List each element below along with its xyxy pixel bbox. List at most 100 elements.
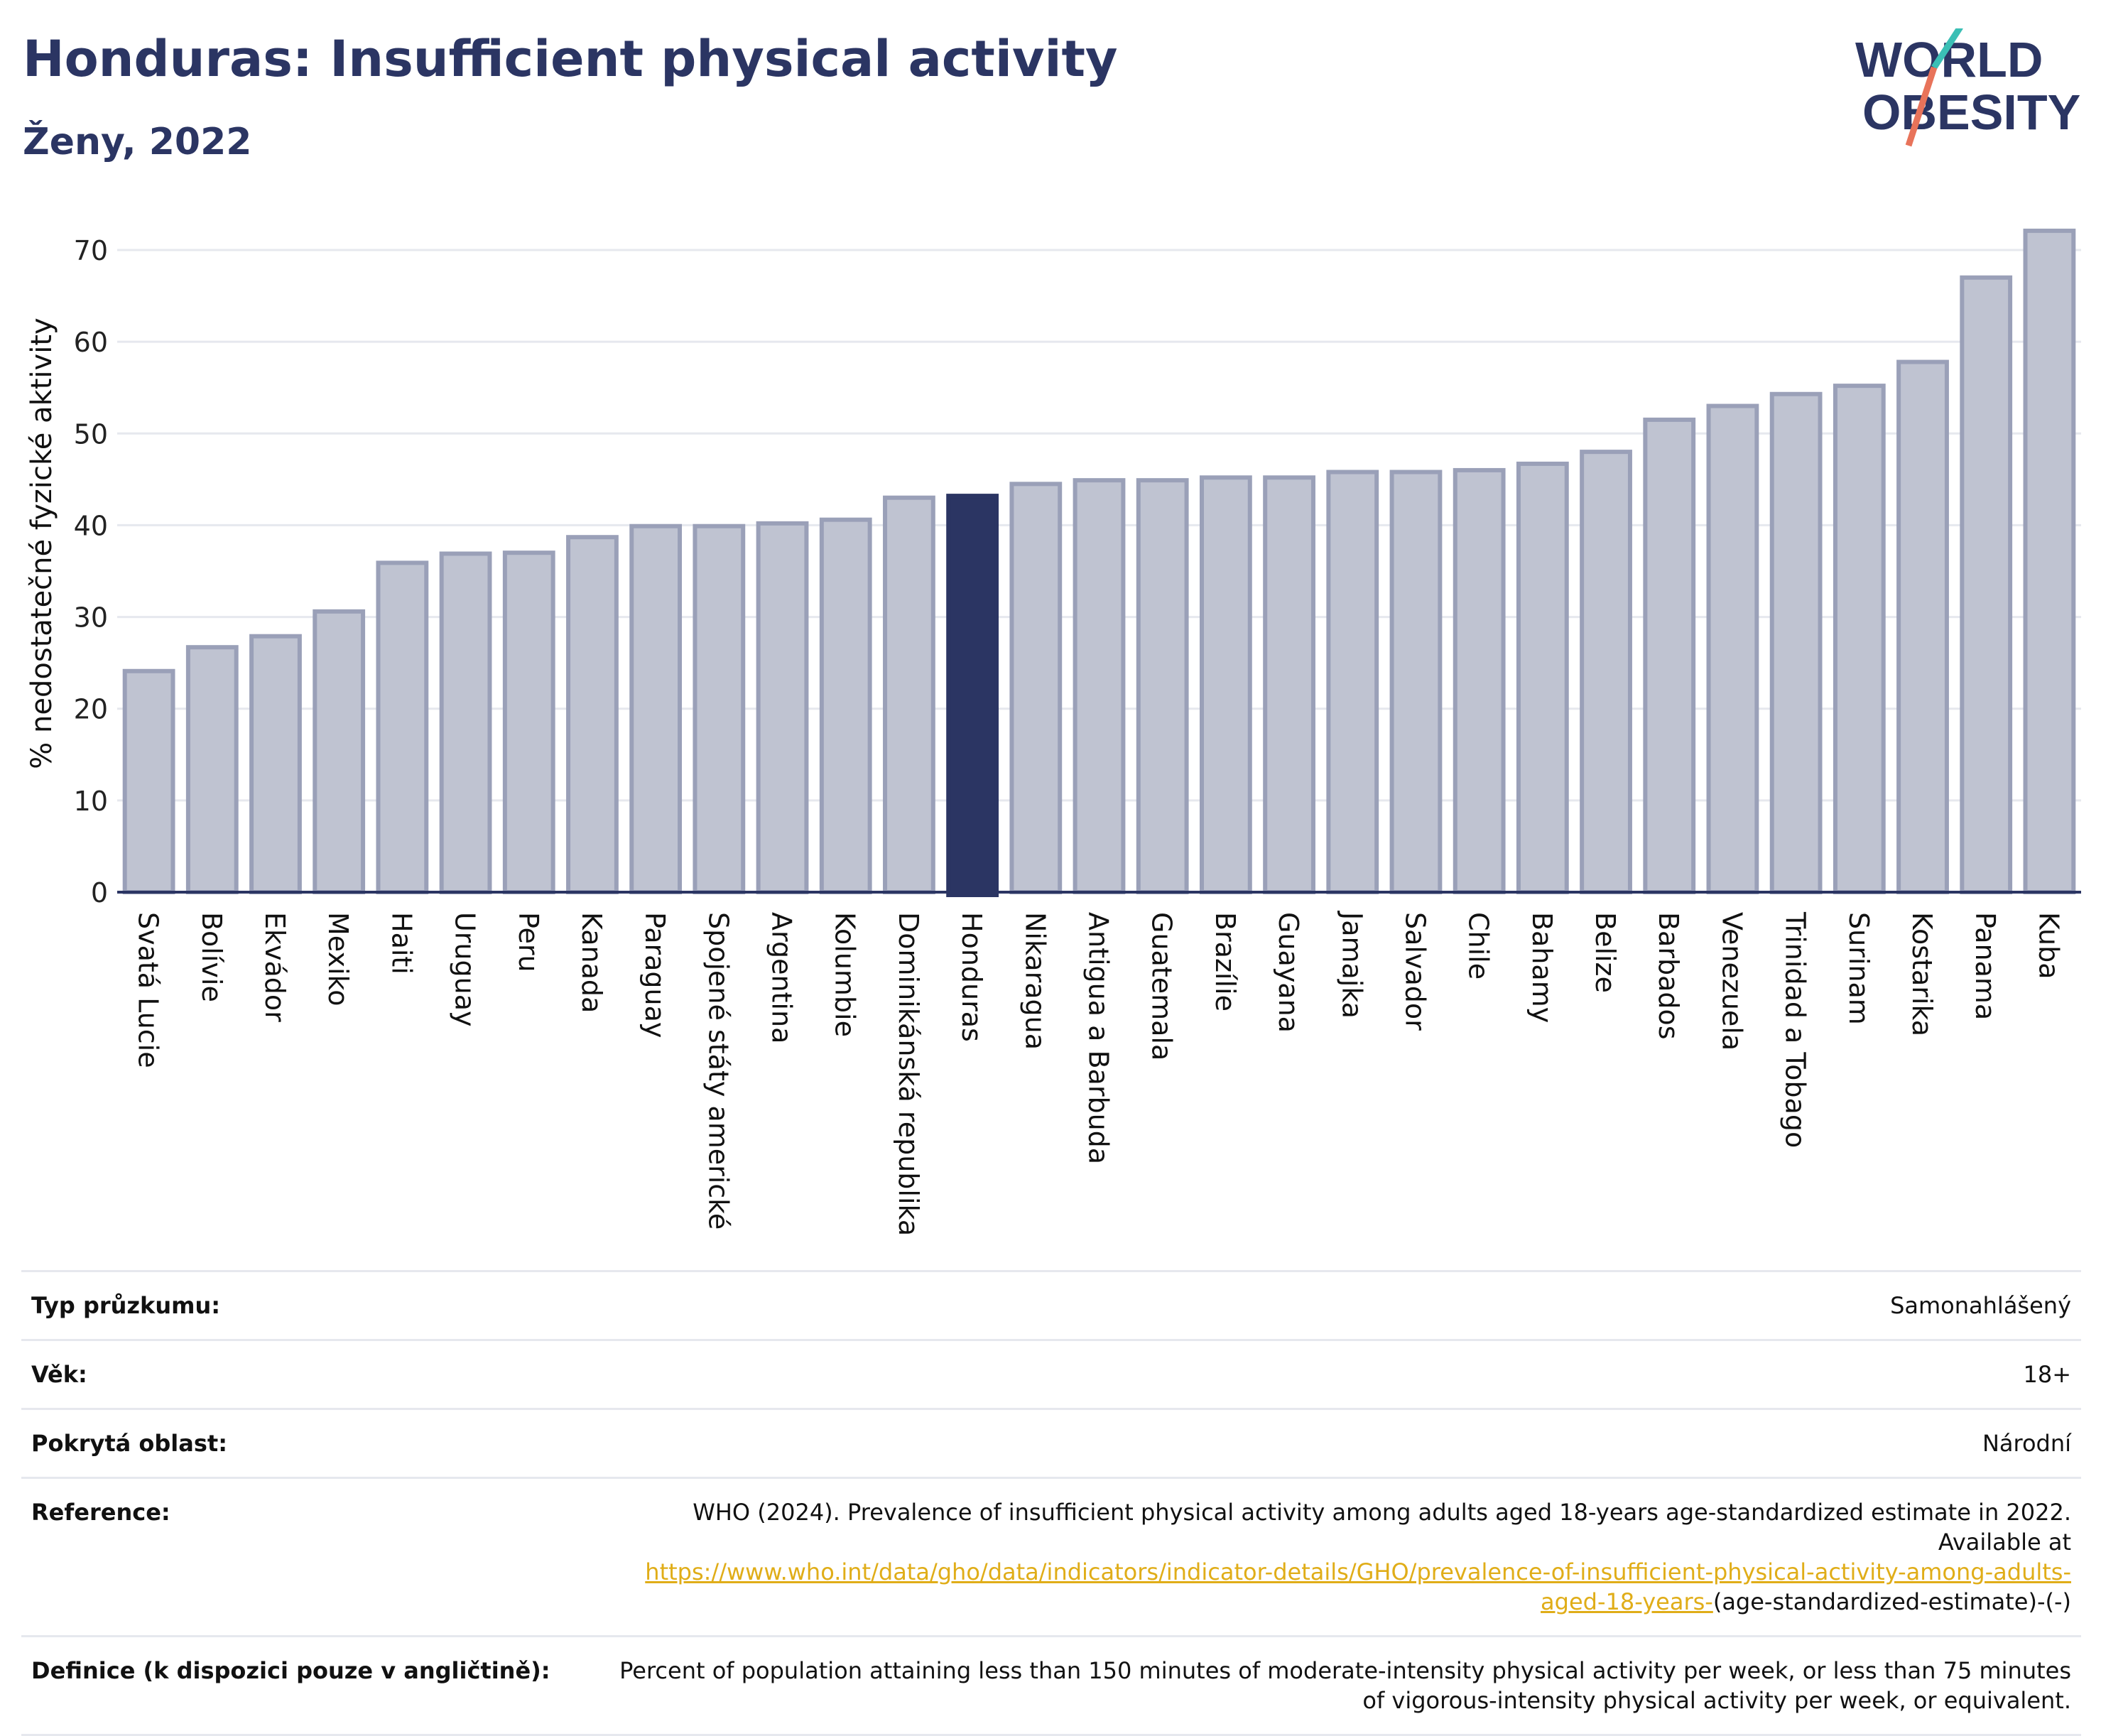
age-label: Věk:: [21, 1339, 581, 1410]
bar-trinidad-a-tobago: [1769, 391, 1823, 894]
x-tick-label: Belize: [1590, 912, 1621, 993]
y-tick-label: 50: [74, 418, 108, 450]
bar-surinam: [1833, 384, 1886, 894]
x-tick-label: Haiti: [386, 912, 417, 975]
y-axis-label: % nedostatečné fyzické aktivity: [26, 318, 58, 769]
info-row-reference: Reference: WHO (2024). Prevalence of ins…: [21, 1477, 2081, 1637]
x-tick-label: Svatá Lucie: [133, 912, 164, 1068]
reference-label: Reference:: [21, 1477, 581, 1637]
bar-dominikánská-republika: [883, 495, 935, 894]
page-subtitle: Ženy, 2022: [23, 121, 252, 163]
x-tick-label: Nikaragua: [1019, 912, 1050, 1050]
x-tick-label: Panama: [1970, 912, 2001, 1020]
bar-guayana: [1263, 475, 1315, 894]
bar-haiti: [376, 560, 429, 894]
info-row-definition: Definice (k dispozici pouze v angličtině…: [21, 1635, 2081, 1736]
bar-chile: [1453, 467, 1506, 894]
bar-paraguay: [629, 523, 683, 894]
bar-kuba: [2023, 228, 2076, 894]
bar-jamajka: [1326, 470, 1379, 894]
bar-belize: [1580, 450, 1632, 894]
x-tick-label: Jamajka: [1336, 911, 1367, 1019]
y-tick-label: 40: [74, 510, 108, 541]
info-row-survey-type: Typ průzkumu: Samonahlášený: [21, 1270, 2081, 1341]
x-tick-label: Dominikánská republika: [893, 912, 924, 1236]
x-tick-label: Barbados: [1653, 912, 1684, 1040]
x-tick-label: Ekvádor: [259, 912, 291, 1022]
survey-type-value: Samonahlášený: [581, 1270, 2081, 1341]
bars-layer: [122, 228, 2076, 897]
bar-barbados: [1643, 417, 1696, 894]
y-tick-labels: 0 10 20 30 40 50 60 70: [74, 235, 108, 908]
bar-uruguay: [439, 551, 492, 894]
reference-link[interactable]: https://www.who.int/data/gho/data/indica…: [645, 1558, 2071, 1615]
y-tick-label: 20: [74, 694, 108, 725]
x-tick-label: Argentina: [766, 912, 798, 1043]
reference-value: WHO (2024). Prevalence of insufficient p…: [581, 1477, 2081, 1637]
bar-kostarika: [1896, 359, 1949, 895]
x-tick-labels: Svatá Lucie Bolívie Ekvádor Mexiko Haiti Urug…: [133, 911, 2065, 1236]
x-tick-label: Kuba: [2033, 912, 2064, 980]
bar-kolumbie: [819, 517, 872, 894]
reference-suffix: (age-standardized-estimate)-(-): [1712, 1588, 2071, 1615]
bar-antigua-a-barbuda: [1073, 478, 1126, 894]
coverage-value: Národní: [581, 1408, 2081, 1479]
x-tick-label: Brazílie: [1210, 912, 1241, 1011]
bar-mexiko: [313, 609, 366, 895]
survey-type-label: Typ průzkumu:: [21, 1270, 581, 1341]
x-tick-label: Mexiko: [322, 912, 354, 1006]
x-tick-label: Trinidad a Tobago: [1780, 911, 1811, 1148]
x-tick-label: Guayana: [1273, 912, 1304, 1033]
x-tick-label: Spojené státy americké: [702, 912, 734, 1230]
definition-label: Definice (k dispozici pouze v angličtině…: [21, 1635, 581, 1736]
y-tick-label: 70: [74, 235, 108, 266]
world-obesity-logo: WORLD OBESITY: [1855, 28, 2080, 147]
bar-guatemala: [1136, 478, 1189, 894]
info-row-coverage: Pokrytá oblast: Národní: [21, 1408, 2081, 1479]
x-tick-label: Peru: [513, 912, 544, 972]
bar-ekvádor: [249, 634, 302, 894]
x-tick-label: Kanada: [576, 912, 607, 1013]
y-tick-label: 0: [91, 877, 108, 908]
bar-honduras: [946, 494, 999, 897]
page-title: Honduras: Insufficient physical activity: [23, 30, 1118, 88]
x-tick-label: Kolumbie: [830, 912, 861, 1037]
logo-text-obesity: OBESITY: [1862, 85, 2080, 140]
bar-peru: [502, 550, 555, 895]
x-tick-label: Uruguay: [450, 912, 481, 1027]
definition-value: Percent of population attaining less tha…: [581, 1635, 2081, 1736]
x-tick-label: Honduras: [956, 912, 987, 1042]
bar-spojené-státy-americké: [693, 523, 746, 894]
coverage-label: Pokrytá oblast:: [21, 1408, 581, 1479]
x-tick-label: Chile: [1463, 912, 1494, 980]
bar-svatá-lucie: [122, 668, 175, 894]
bar-nikaragua: [1009, 482, 1063, 894]
x-tick-label: Antigua a Barbuda: [1083, 912, 1114, 1164]
x-tick-label: Salvador: [1399, 912, 1430, 1031]
bar-panama: [1960, 275, 2013, 894]
bar-chart: 0 10 20 30 40 50 60 70 Svatá Lucie Bolívie Ekvádo…: [26, 228, 2081, 1236]
y-tick-label: 60: [74, 327, 108, 358]
bar-argentina: [756, 521, 809, 894]
bar-brazílie: [1199, 475, 1252, 894]
x-tick-label: Bolívie: [196, 912, 227, 1002]
bar-salvador: [1389, 470, 1443, 894]
bar-bahamy: [1516, 461, 1569, 894]
logo-slash-teal: [1931, 28, 1963, 70]
x-tick-label: Bahamy: [1526, 912, 1558, 1023]
bar-venezuela: [1706, 403, 1759, 894]
x-tick-label: Kostarika: [1906, 912, 1938, 1036]
reference-text: WHO (2024). Prevalence of insufficient p…: [693, 1499, 2071, 1556]
age-value: 18+: [581, 1339, 2081, 1410]
x-tick-label: Guatemala: [1146, 912, 1178, 1060]
bar-kanada: [566, 535, 619, 895]
x-tick-label: Paraguay: [639, 912, 671, 1038]
logo-slash-coral: [1905, 66, 1938, 147]
info-row-age: Věk: 18+: [21, 1339, 2081, 1410]
y-tick-label: 30: [74, 602, 108, 634]
info-table: Typ průzkumu: Samonahlášený Věk: 18+ Pok…: [21, 1270, 2081, 1736]
bar-bolívie: [185, 645, 239, 895]
x-tick-label: Venezuela: [1716, 912, 1747, 1051]
x-tick-label: Surinam: [1843, 912, 1874, 1025]
y-tick-label: 10: [74, 786, 108, 817]
